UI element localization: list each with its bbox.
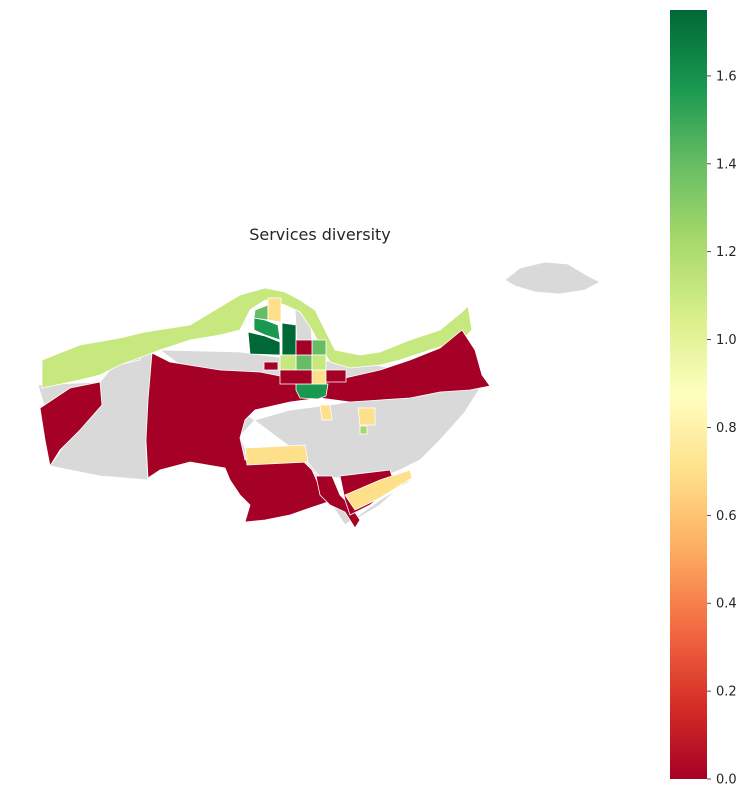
colorbar-tick-label: 0.6 xyxy=(716,509,737,524)
district-core-red-3 xyxy=(263,361,279,371)
colorbar-tick-label: 1.0 xyxy=(716,333,737,348)
district-core-red-1 xyxy=(295,339,313,356)
district-yellow-diagonal xyxy=(344,469,413,511)
district-green-small xyxy=(359,425,368,435)
district-core-dark-1 xyxy=(247,331,281,356)
district-yellow-south xyxy=(244,444,309,466)
district-core-red-2 xyxy=(279,369,313,385)
district-core-green-5 xyxy=(311,339,327,356)
map-title: Services diversity xyxy=(249,225,391,244)
colorbar-tick-label: 1.2 xyxy=(716,245,737,260)
colorbar-tick-label: 0.8 xyxy=(716,421,737,436)
district-yellow-small-1 xyxy=(319,404,333,421)
district-regions xyxy=(39,287,491,529)
district-west xyxy=(39,381,103,468)
district-core-green-3 xyxy=(253,304,269,321)
district-core-green-4 xyxy=(295,354,313,371)
colorbar-tick-label: 0.0 xyxy=(716,773,737,788)
district-core-lime-1 xyxy=(279,354,297,371)
district-core-green-1 xyxy=(253,317,281,341)
colorbar-tick-label: 1.6 xyxy=(716,69,737,84)
district-yellow-small-2 xyxy=(357,407,376,426)
colorbar-tick-label: 1.4 xyxy=(716,157,737,172)
colorbar: 0.0 0.2 0.4 0.6 0.8 1.0 1.2 1.4 1.6 xyxy=(670,10,737,788)
district-central-large xyxy=(145,329,491,523)
district-core-dark-2 xyxy=(281,322,297,356)
district-core-green-2 xyxy=(295,383,329,400)
colorbar-tick-label: 0.2 xyxy=(716,685,737,700)
island-region xyxy=(504,261,601,295)
district-south-cluster xyxy=(315,475,361,529)
colorbar-tick-label: 0.4 xyxy=(716,597,737,612)
colorbar-fill xyxy=(670,10,707,779)
district-core-yellow-2 xyxy=(311,369,327,385)
colorbar-ticks: 0.0 0.2 0.4 0.6 0.8 1.0 1.2 1.4 1.6 xyxy=(707,69,737,788)
district-core-lime-2 xyxy=(311,354,327,371)
district-core-red-4 xyxy=(325,369,347,383)
district-core-yellow-1 xyxy=(267,297,282,323)
